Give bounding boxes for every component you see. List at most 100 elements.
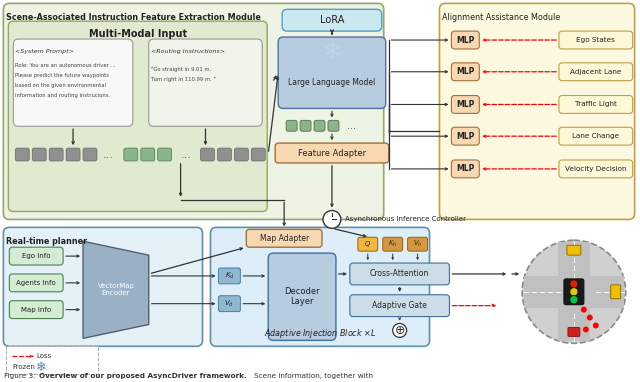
Text: MLP: MLP	[456, 36, 474, 45]
Text: Turn right in 110.99 m. ": Turn right in 110.99 m. "	[151, 77, 216, 82]
FancyBboxPatch shape	[350, 263, 449, 285]
Text: $V_d$: $V_d$	[225, 299, 234, 309]
Text: ❄: ❄	[36, 361, 47, 374]
FancyBboxPatch shape	[559, 63, 632, 81]
Text: Adaptive Gate: Adaptive Gate	[372, 301, 427, 310]
FancyBboxPatch shape	[200, 148, 214, 161]
Text: Overview of our proposed AsyncDriver framework.: Overview of our proposed AsyncDriver fra…	[39, 373, 250, 379]
Circle shape	[570, 288, 578, 296]
Text: MLP: MLP	[456, 132, 474, 141]
FancyBboxPatch shape	[611, 285, 621, 299]
Text: LoRA: LoRA	[320, 15, 344, 25]
FancyBboxPatch shape	[300, 120, 311, 131]
FancyBboxPatch shape	[246, 229, 322, 247]
FancyBboxPatch shape	[3, 3, 384, 219]
Text: based on the given environmental: based on the given environmental	[15, 83, 106, 87]
FancyBboxPatch shape	[451, 160, 479, 178]
Text: MLP: MLP	[456, 100, 474, 109]
FancyBboxPatch shape	[282, 9, 381, 31]
Text: Traffic Light: Traffic Light	[575, 102, 617, 107]
Text: VectorMap
Encoder: VectorMap Encoder	[97, 283, 134, 296]
Circle shape	[323, 210, 341, 228]
Bar	[524, 276, 623, 308]
FancyBboxPatch shape	[234, 148, 248, 161]
FancyBboxPatch shape	[275, 143, 388, 163]
FancyBboxPatch shape	[559, 96, 632, 113]
Text: MLP: MLP	[456, 67, 474, 76]
Text: Adjacent Lane: Adjacent Lane	[570, 69, 621, 75]
Text: Loss: Loss	[36, 353, 51, 359]
FancyBboxPatch shape	[49, 148, 63, 161]
FancyBboxPatch shape	[124, 148, 138, 161]
FancyBboxPatch shape	[358, 237, 378, 251]
FancyBboxPatch shape	[350, 295, 449, 317]
Text: $K_h$: $K_h$	[388, 239, 397, 249]
FancyBboxPatch shape	[440, 3, 635, 219]
Text: Scene-Associated Instruction Feature Extraction Module: Scene-Associated Instruction Feature Ext…	[6, 13, 261, 22]
FancyBboxPatch shape	[268, 253, 336, 340]
Text: $\oplus$: $\oplus$	[394, 324, 405, 337]
FancyBboxPatch shape	[278, 37, 386, 108]
Text: Adaptive Injection Block ×$L$: Adaptive Injection Block ×$L$	[264, 327, 376, 340]
Text: ...: ...	[102, 149, 113, 160]
Text: $K_d$: $K_d$	[225, 271, 234, 281]
Circle shape	[583, 327, 589, 332]
FancyBboxPatch shape	[408, 237, 428, 251]
FancyBboxPatch shape	[10, 274, 63, 292]
FancyBboxPatch shape	[8, 21, 268, 212]
Text: Real-time planner: Real-time planner	[6, 237, 88, 246]
Text: <System Prompt>: <System Prompt>	[15, 49, 74, 54]
Bar	[6, 346, 98, 374]
FancyBboxPatch shape	[559, 31, 632, 49]
FancyBboxPatch shape	[15, 148, 29, 161]
FancyBboxPatch shape	[141, 148, 155, 161]
FancyBboxPatch shape	[3, 227, 202, 346]
FancyBboxPatch shape	[328, 120, 339, 131]
Text: $Q$: $Q$	[364, 239, 371, 249]
Text: information and routing instrucions.: information and routing instrucions.	[15, 92, 111, 97]
FancyBboxPatch shape	[66, 148, 80, 161]
Text: Lane Change: Lane Change	[572, 133, 620, 139]
FancyBboxPatch shape	[218, 268, 241, 284]
FancyBboxPatch shape	[383, 237, 403, 251]
FancyBboxPatch shape	[559, 160, 632, 178]
Text: ❄: ❄	[321, 41, 342, 65]
Circle shape	[581, 307, 587, 312]
FancyBboxPatch shape	[13, 39, 133, 126]
Text: Alignment Assistance Module: Alignment Assistance Module	[442, 13, 561, 22]
Text: Map Adapter: Map Adapter	[260, 234, 308, 243]
Bar	[558, 242, 590, 342]
FancyBboxPatch shape	[83, 148, 97, 161]
Text: "Go straight in 9.01 m.: "Go straight in 9.01 m.	[151, 67, 211, 72]
Circle shape	[570, 296, 578, 304]
FancyBboxPatch shape	[564, 279, 584, 305]
Text: Please predict the future waypoints: Please predict the future waypoints	[15, 73, 109, 78]
Text: Cross-Attention: Cross-Attention	[370, 269, 429, 278]
Text: ...: ...	[348, 121, 356, 131]
Circle shape	[393, 324, 406, 337]
FancyBboxPatch shape	[314, 120, 325, 131]
Text: Scene information, together with: Scene information, together with	[254, 373, 373, 379]
FancyBboxPatch shape	[10, 247, 63, 265]
Circle shape	[587, 315, 593, 320]
Text: Multi-Modal Input: Multi-Modal Input	[89, 29, 187, 39]
FancyBboxPatch shape	[451, 31, 479, 49]
Text: <Routing Instructions>: <Routing Instructions>	[151, 49, 225, 54]
Text: Agents Info: Agents Info	[17, 280, 56, 286]
Text: Decoder
Layer: Decoder Layer	[284, 287, 320, 306]
Text: Figure 3:: Figure 3:	[4, 373, 38, 379]
FancyBboxPatch shape	[218, 296, 241, 312]
FancyBboxPatch shape	[286, 120, 297, 131]
Text: Role: You are an autonomous driver ...: Role: You are an autonomous driver ...	[15, 63, 116, 68]
Text: Asynchronous Inference Controller: Asynchronous Inference Controller	[345, 217, 466, 222]
Text: Feature Adapter: Feature Adapter	[298, 149, 366, 157]
FancyBboxPatch shape	[568, 327, 580, 337]
FancyBboxPatch shape	[451, 127, 479, 145]
FancyBboxPatch shape	[218, 148, 232, 161]
FancyBboxPatch shape	[157, 148, 172, 161]
Text: Large Language Model: Large Language Model	[289, 78, 376, 87]
Text: Map Info: Map Info	[21, 307, 51, 312]
FancyBboxPatch shape	[451, 63, 479, 81]
Circle shape	[593, 322, 599, 329]
Text: Velocity Decision: Velocity Decision	[565, 166, 627, 172]
